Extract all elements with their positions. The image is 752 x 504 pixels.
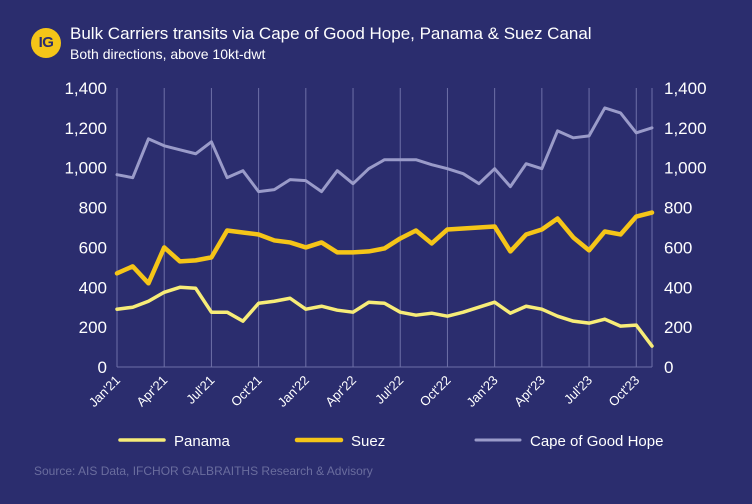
- x-tick-label: Apr'22: [322, 373, 359, 410]
- y-tick-label-right: 800: [664, 199, 692, 218]
- series-line-suez: [114, 210, 655, 286]
- y-tick-label-right: 0: [664, 358, 673, 377]
- y-tick-label-right: 400: [664, 278, 692, 297]
- y-tick-label-left: 800: [79, 199, 107, 218]
- y-tick-label-right: 1,400: [664, 79, 707, 98]
- source-note: Source: AIS Data, IFCHOR GALBRAITHS Rese…: [34, 464, 373, 478]
- legend-label: Cape of Good Hope: [530, 433, 663, 450]
- x-tick-label: Oct'22: [417, 373, 454, 410]
- y-tick-label-left: 200: [79, 318, 107, 337]
- x-tick-label: Apr'21: [133, 373, 170, 410]
- y-tick-label-right: 200: [664, 318, 692, 337]
- series-line-panama: [115, 285, 654, 348]
- x-tick-label: Apr'23: [511, 373, 548, 410]
- x-tick-label: Jan'22: [275, 373, 312, 410]
- y-tick-label-left: 400: [79, 278, 107, 297]
- x-tick-label: Jan'23: [463, 373, 500, 410]
- y-tick-label-right: 600: [664, 238, 692, 257]
- x-tick-label: Jul'23: [561, 373, 595, 407]
- legend-label: Suez: [351, 433, 385, 450]
- y-tick-label-left: 1,400: [64, 79, 107, 98]
- y-tick-label-left: 1,000: [64, 159, 107, 178]
- chart-subtitle: Both directions, above 10kt-dwt: [70, 46, 266, 62]
- chart-title: Bulk Carriers transits via Cape of Good …: [70, 24, 592, 43]
- x-tick-label: Jul'22: [372, 373, 406, 407]
- ig-logo-icon: IG: [31, 28, 61, 58]
- x-tick-label: Jul'21: [183, 373, 217, 407]
- series-line-cape-of-good-hope: [115, 106, 654, 194]
- x-tick-label: Oct'21: [228, 373, 265, 410]
- x-tick-label: Jan'21: [86, 373, 123, 410]
- y-tick-label-right: 1,200: [664, 119, 707, 138]
- x-tick-label: Oct'23: [605, 373, 642, 410]
- y-tick-label-left: 600: [79, 238, 107, 257]
- legend-label: Panama: [174, 433, 231, 450]
- y-tick-label-left: 0: [98, 358, 107, 377]
- y-tick-label-left: 1,200: [64, 119, 107, 138]
- y-tick-label-right: 1,000: [664, 159, 707, 178]
